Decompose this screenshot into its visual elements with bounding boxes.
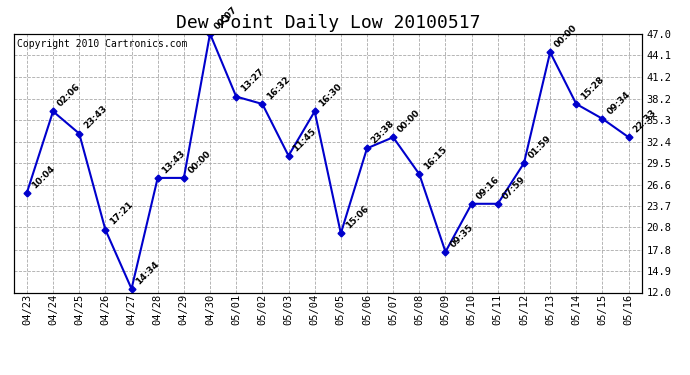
Text: 23:38: 23:38 — [370, 119, 396, 146]
Text: 09:16: 09:16 — [475, 174, 501, 201]
Text: 16:15: 16:15 — [422, 145, 448, 171]
Text: 10:04: 10:04 — [30, 164, 56, 190]
Text: 13:43: 13:43 — [161, 148, 187, 175]
Text: 00:00: 00:00 — [186, 149, 213, 175]
Text: 00:07: 00:07 — [213, 4, 239, 31]
Text: 01:59: 01:59 — [526, 134, 553, 160]
Text: 16:30: 16:30 — [317, 82, 344, 109]
Title: Dew Point Daily Low 20100517: Dew Point Daily Low 20100517 — [175, 14, 480, 32]
Text: 15:06: 15:06 — [344, 204, 370, 231]
Text: Copyright 2010 Cartronics.com: Copyright 2010 Cartronics.com — [17, 39, 187, 49]
Text: 11:45: 11:45 — [291, 126, 318, 153]
Text: 00:00: 00:00 — [553, 23, 579, 50]
Text: 00:00: 00:00 — [396, 108, 422, 135]
Text: 15:28: 15:28 — [579, 75, 606, 101]
Text: 09:34: 09:34 — [605, 89, 632, 116]
Text: 22:33: 22:33 — [631, 108, 658, 135]
Text: 14:34: 14:34 — [135, 259, 161, 286]
Text: 02:06: 02:06 — [56, 82, 82, 109]
Text: 13:27: 13:27 — [239, 67, 266, 94]
Text: 16:32: 16:32 — [265, 75, 292, 101]
Text: 23:43: 23:43 — [82, 104, 109, 131]
Text: 17:21: 17:21 — [108, 200, 135, 227]
Text: 09:35: 09:35 — [448, 222, 475, 249]
Text: 07:59: 07:59 — [500, 174, 527, 201]
